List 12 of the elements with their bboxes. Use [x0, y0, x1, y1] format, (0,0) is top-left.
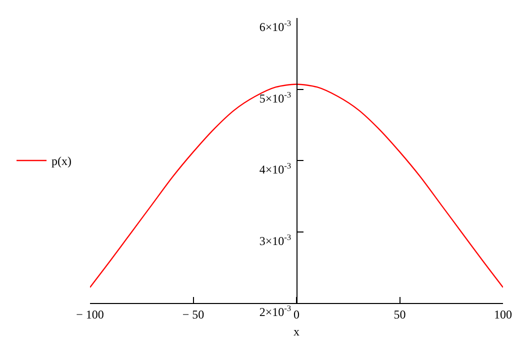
- x-tick-label: 0: [294, 307, 300, 322]
- x-tick-label: 100: [494, 307, 512, 322]
- y-tick-label: 6×10$^{-3}$: [259, 19, 292, 34]
- x-tick-label: − 50: [182, 307, 204, 322]
- x-tick-label: − 100: [76, 307, 104, 322]
- y-tick-label: 3×10$^{-3}$: [259, 232, 292, 248]
- x-tick-label: 50: [394, 307, 406, 322]
- x-axis-title: x: [294, 324, 300, 338]
- y-tick-label: 5×10$^{-3}$: [259, 90, 292, 106]
- y-tick-label: 2×10$^{-3}$: [259, 304, 292, 320]
- y-tick-label: 4×10$^{-3}$: [259, 162, 292, 177]
- legend-label: p(x): [52, 154, 72, 168]
